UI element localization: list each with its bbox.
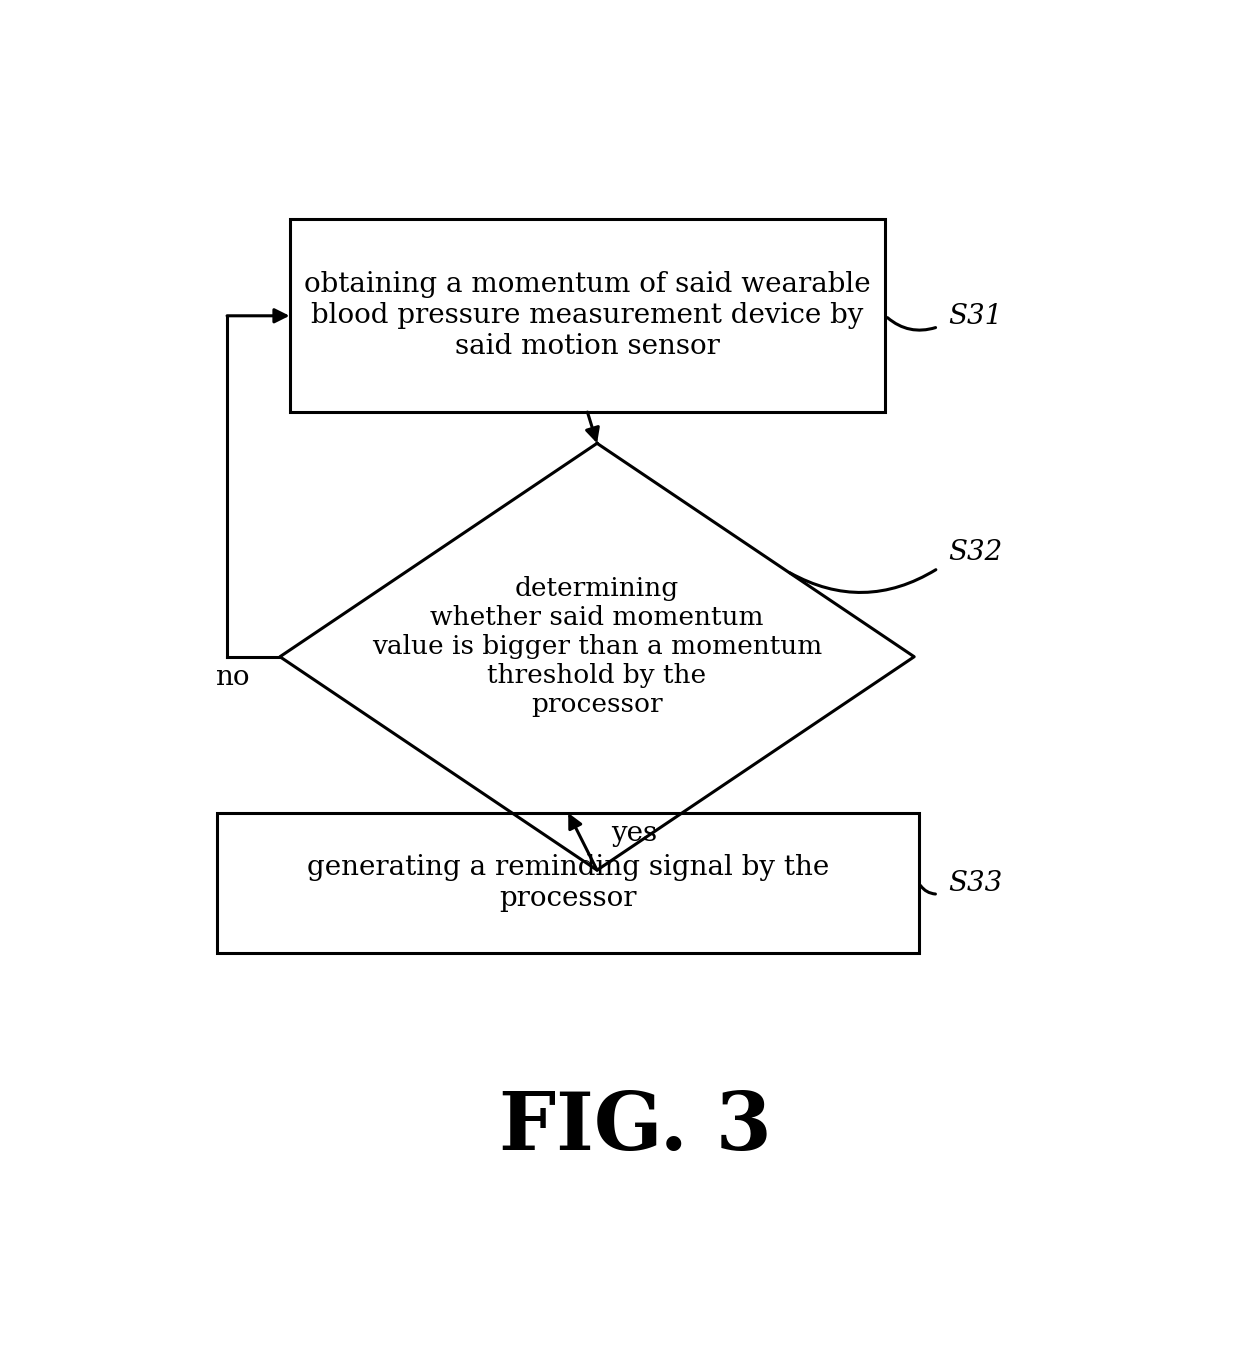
Text: FIG. 3: FIG. 3 [500,1090,771,1167]
Text: determining
whether said momentum
value is bigger than a momentum
threshold by t: determining whether said momentum value … [372,576,822,717]
Text: S33: S33 [947,871,1002,898]
Text: no: no [215,664,249,691]
Bar [217,813,919,953]
Text: yes: yes [611,821,657,848]
Text: S32: S32 [947,539,1002,566]
Text: S31: S31 [947,303,1002,330]
Bar [290,219,885,412]
Text: generating a reminding signal by the
processor: generating a reminding signal by the pro… [308,854,830,913]
Text: obtaining a momentum of said wearable
blood pressure measurement device by
said : obtaining a momentum of said wearable bl… [304,272,870,361]
